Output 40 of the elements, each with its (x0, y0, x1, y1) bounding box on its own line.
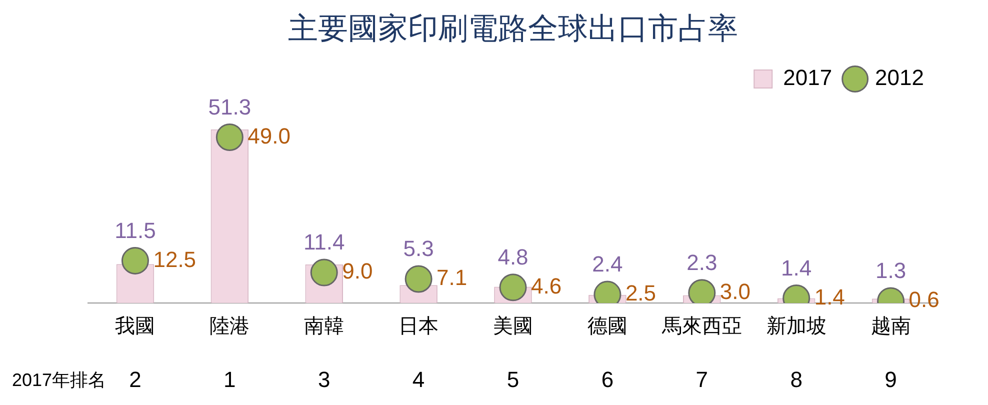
text: 7 (696, 367, 708, 392)
data-label: 51.3 (208, 94, 252, 120)
data-label: 1.4 (814, 284, 845, 310)
data-label: 7.1 (436, 265, 468, 290)
text: 9 (884, 367, 897, 392)
text: 5 (506, 367, 520, 392)
chart-title: 主要國家印刷電路全球出口市占率 (288, 12, 738, 46)
data-label: 2.5 (625, 280, 656, 306)
text: 4 (412, 367, 425, 392)
data-label: 1.3 (875, 258, 906, 284)
text: 1 (224, 367, 236, 392)
text: 2017年排名 (12, 370, 106, 390)
x-tick-label: 日本 (398, 316, 439, 338)
data-label: 49.0 (248, 123, 290, 148)
data-label: 1.4 (781, 255, 812, 280)
x-tick-label: 馬來西亞 (660, 316, 742, 338)
text: 2 (129, 367, 142, 392)
text: 3 (318, 367, 330, 392)
x-tick-label: 德國 (587, 316, 628, 338)
x-tick-label: 越南 (870, 316, 911, 338)
legend-label: 2012 (875, 65, 924, 90)
data-label: 11.5 (114, 218, 156, 243)
x-tick-label: 新加坡 (766, 316, 826, 338)
x-tick-label: 南韓 (304, 316, 344, 338)
text: 6 (601, 367, 614, 392)
legend-label: 2017 (783, 65, 832, 90)
x-tick-label: 陸港 (210, 316, 250, 338)
data-label: 12.5 (153, 246, 196, 272)
data-label: 11.4 (304, 230, 345, 255)
data-label: 2.3 (686, 250, 718, 275)
data-label: 5.3 (403, 236, 434, 262)
x-tick-label: 美國 (493, 314, 533, 338)
data-label: 9.0 (342, 258, 373, 284)
data-label: 4.8 (498, 244, 528, 270)
data-label: 0.6 (908, 287, 940, 312)
data-label: 4.6 (531, 274, 562, 298)
x-tick-label: 我國 (115, 316, 156, 338)
data-label: 2.4 (592, 252, 623, 277)
text: 8 (790, 367, 802, 392)
data-label: 3.0 (720, 278, 750, 304)
